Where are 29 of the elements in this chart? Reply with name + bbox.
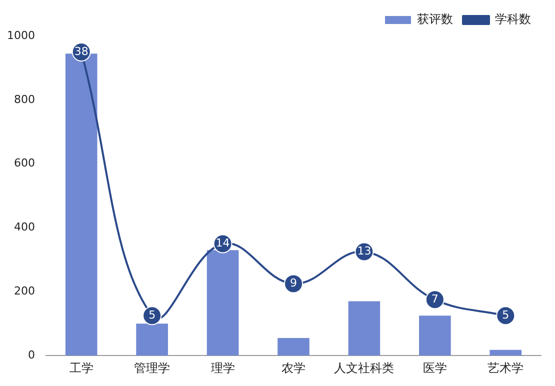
y-tick-label: 0 — [28, 348, 35, 362]
data-label: 5 — [502, 308, 510, 322]
data-label: 5 — [148, 308, 156, 322]
bar — [65, 54, 98, 356]
y-tick-label: 600 — [14, 156, 35, 170]
bar — [348, 301, 380, 356]
data-label: 7 — [431, 292, 438, 306]
x-tick-label: 艺术学 — [488, 360, 524, 375]
bar — [419, 316, 451, 356]
x-tick-label: 医学 — [422, 360, 447, 375]
data-label: 9 — [290, 276, 297, 290]
x-tick-label: 农学 — [281, 360, 306, 375]
data-label: 38 — [74, 44, 88, 58]
data-label: 13 — [357, 244, 372, 258]
y-tick-label: 400 — [14, 220, 35, 234]
y-tick-label: 800 — [14, 92, 35, 106]
x-tick-label: 理学 — [210, 360, 235, 375]
x-tick-label: 人文社科类 — [334, 360, 394, 375]
x-tick-label: 工学 — [69, 360, 94, 375]
bar — [136, 324, 168, 356]
bar — [206, 250, 239, 356]
legend-label: 学科数 — [495, 12, 531, 26]
y-tick-label: 200 — [14, 284, 35, 298]
bar — [490, 350, 522, 356]
data-label: 14 — [216, 236, 230, 250]
y-tick-label: 1000 — [6, 28, 35, 42]
legend-label: 获评数 — [417, 12, 453, 26]
x-tick-label: 管理学 — [134, 360, 170, 375]
bar — [278, 338, 310, 356]
